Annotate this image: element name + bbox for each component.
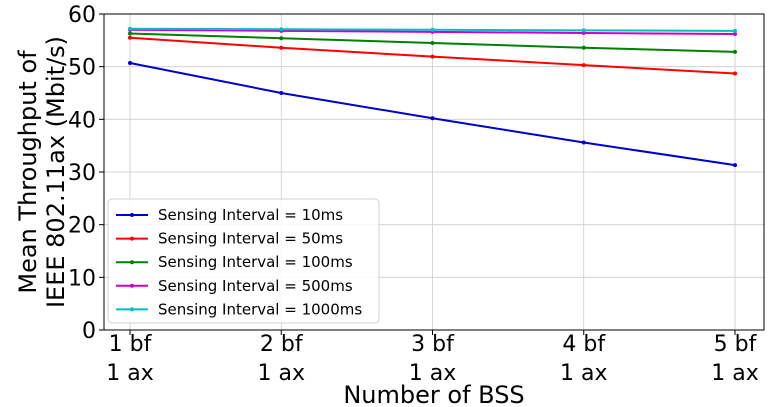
y-tick-label: 0: [82, 319, 96, 344]
legend-swatch-marker: [130, 260, 134, 265]
x-tick-label: 1 ax: [258, 361, 306, 386]
data-point: [279, 45, 284, 50]
data-point: [279, 27, 284, 32]
x-tick-label: 2 bf: [260, 332, 304, 357]
data-point: [733, 28, 737, 33]
data-point: [128, 26, 132, 31]
data-point: [279, 36, 284, 41]
legend-item: Sensing Interval = 500ms: [116, 277, 353, 295]
legend-swatch-marker: [130, 213, 134, 217]
y-tick-label: 20: [68, 214, 96, 239]
legend-item: Sensing Interval = 1000ms: [116, 300, 362, 318]
data-point: [733, 163, 737, 168]
data-point: [733, 71, 737, 76]
y-axis-label-line-1: Mean Throughput of: [14, 50, 42, 294]
legend-swatch-marker: [130, 283, 134, 288]
data-point: [430, 27, 435, 32]
ticks: 0 10 20 30 40 50 60 1 bf 1 ax 2 bf 1 ax 3 bf 1 ax 4 b…: [68, 3, 759, 386]
x-tick-label: 1 ax: [711, 361, 759, 386]
data-point: [733, 49, 737, 54]
data-point: [581, 45, 586, 50]
legend-swatch-marker: [130, 236, 134, 241]
legend-swatch-marker: [130, 307, 134, 312]
data-point: [128, 31, 132, 36]
data-point: [128, 60, 132, 65]
y-tick-label: 30: [68, 161, 96, 186]
x-tick-label: 3 bf: [411, 332, 455, 357]
x-tick-label: 1 ax: [560, 361, 608, 386]
legend-item: Sensing Interval = 10ms: [116, 206, 343, 224]
series-1: [128, 60, 737, 168]
data-point: [581, 63, 586, 68]
x-tick-label: 5 bf: [714, 332, 758, 357]
legend-label: Sensing Interval = 100ms: [158, 253, 353, 271]
series-layer: [128, 26, 737, 168]
y-tick-label: 50: [68, 56, 96, 81]
x-tick-label: 1 ax: [106, 361, 154, 386]
data-point: [430, 116, 435, 121]
legend-label: Sensing Interval = 10ms: [158, 206, 343, 224]
data-point: [581, 140, 586, 145]
data-point: [430, 54, 435, 59]
y-axis-label: Mean Throughput of IEEE 802.11ax (Mbit/s…: [14, 36, 70, 308]
y-tick-label: 10: [68, 266, 96, 291]
series-2: [128, 35, 737, 76]
data-point: [733, 32, 737, 37]
legend-item: Sensing Interval = 50ms: [116, 230, 343, 248]
data-point: [581, 28, 586, 33]
data-point: [128, 35, 132, 40]
legend: Sensing Interval = 10ms Sensing Interval …: [107, 198, 380, 324]
legend-box: [107, 198, 380, 324]
x-tick-label: 1 bf: [109, 332, 153, 357]
x-axis-label: Number of BSS: [343, 381, 524, 407]
x-tick-label: 4 bf: [562, 332, 606, 357]
series-3: [128, 31, 737, 54]
y-tick-label: 40: [68, 108, 96, 133]
data-point: [430, 40, 435, 45]
y-axis-label-line-2: IEEE 802.11ax (Mbit/s): [42, 36, 70, 308]
y-tick-label: 60: [68, 3, 96, 28]
x-tick-label: 1 ax: [409, 361, 457, 386]
legend-label: Sensing Interval = 1000ms: [158, 300, 362, 318]
legend-label: Sensing Interval = 50ms: [158, 230, 343, 248]
series-5: [128, 26, 737, 33]
legend-label: Sensing Interval = 500ms: [158, 277, 353, 295]
data-point: [279, 91, 284, 95]
legend-item: Sensing Interval = 100ms: [116, 253, 353, 271]
